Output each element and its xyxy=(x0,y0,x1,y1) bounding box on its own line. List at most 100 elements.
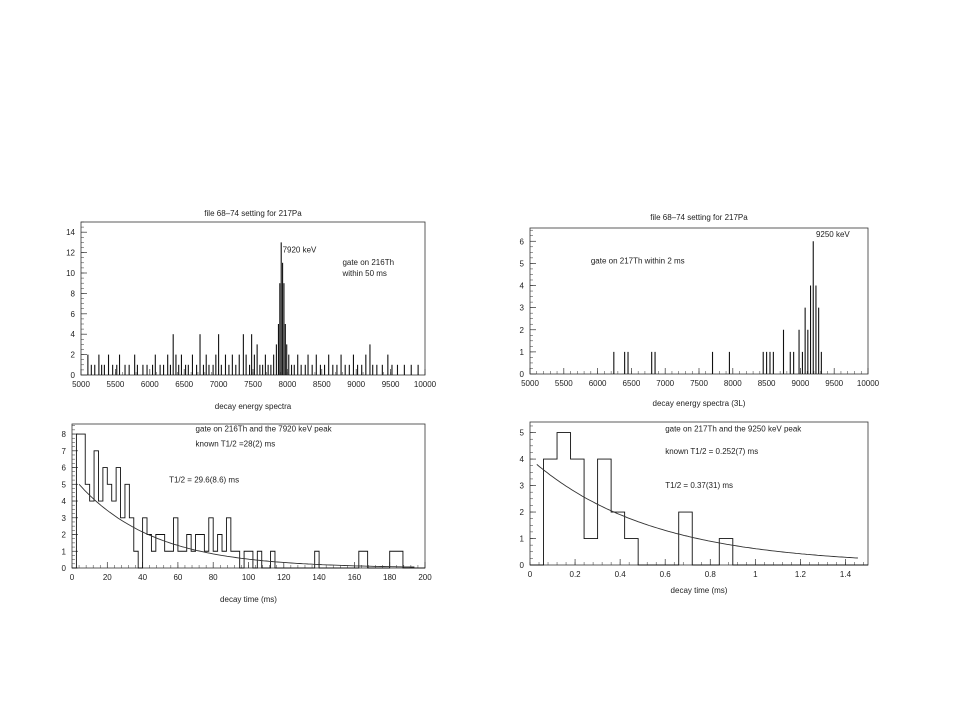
x-tick-label: 9000 xyxy=(792,379,810,388)
x-tick-label: 140 xyxy=(312,573,326,582)
x-tick-label: 7000 xyxy=(210,380,228,389)
x-tick-label: 20 xyxy=(103,573,112,582)
decay-time-217th-chart: 0 1 2 3 4 5 0 0.2 0.4 0.6 0.8 1 1.2 1.4 decay time (ms… xyxy=(520,421,869,595)
x-tick-label: 0 xyxy=(528,570,533,579)
y-tick-label: 2 xyxy=(62,531,67,540)
x-tick-label: 6500 xyxy=(175,380,193,389)
y-tick-label: 0 xyxy=(71,371,76,380)
annotation-text: within 50 ms xyxy=(341,269,386,278)
chart-title: file 68–74 setting for 217Pa xyxy=(204,209,302,218)
y-tick-label: 5 xyxy=(62,480,67,489)
x-tick-label: 5000 xyxy=(72,380,90,389)
x-tick-label: 0.2 xyxy=(570,570,582,579)
x-tick-label: 1.2 xyxy=(795,570,807,579)
plot-frame xyxy=(529,421,869,566)
y-tick-label: 1 xyxy=(520,348,525,357)
y-tick-label: 7 xyxy=(62,447,67,456)
fit-curve xyxy=(78,483,415,568)
x-tick-label: 180 xyxy=(383,573,397,582)
x-axis-label: decay energy spectra xyxy=(215,402,292,411)
y-tick-label: 0 xyxy=(62,564,67,573)
y-tick-label: 3 xyxy=(62,514,67,523)
x-tick-label: 200 xyxy=(418,573,432,582)
x-tick-label: 10000 xyxy=(857,379,880,388)
x-tick-label: 120 xyxy=(277,573,291,582)
y-tick-label: 5 xyxy=(520,429,525,438)
x-tick-label: 6000 xyxy=(589,379,607,388)
y-tick-label: 1 xyxy=(62,547,67,556)
x-tick-label: 60 xyxy=(173,573,182,582)
annotation-text: 9250 keV xyxy=(816,230,850,239)
y-tick-label: 4 xyxy=(520,455,525,464)
x-tick-label: 9500 xyxy=(382,380,400,389)
y-tick-label: 10 xyxy=(66,269,75,278)
x-tick-label: 0 xyxy=(70,573,75,582)
annotation-text: gate on 217Th within 2 ms xyxy=(591,256,685,265)
x-tick-label: 5500 xyxy=(555,379,573,388)
x-tick-label: 9000 xyxy=(347,380,365,389)
x-tick-label: 0.8 xyxy=(705,570,717,579)
x-tick-label: 7500 xyxy=(244,380,262,389)
histogram-series xyxy=(530,432,868,566)
x-tick-label: 8000 xyxy=(279,380,297,389)
y-tick-label: 1 xyxy=(520,535,525,544)
x-tick-label: 100 xyxy=(242,573,256,582)
y-tick-label: 0 xyxy=(520,561,525,570)
energy-spectrum-216th-chart: file 68–74 setting for 217Pa 0 2 4 6 8 10 12 14 5… xyxy=(66,209,437,411)
annotation-text: 7920 keV xyxy=(283,246,317,255)
annotation-text: gate on 217Th and the 9250 keV peak xyxy=(665,424,802,433)
x-tick-label: 0.6 xyxy=(660,570,672,579)
y-tick-label: 3 xyxy=(520,482,525,491)
chart-title: file 68–74 setting for 217Pa xyxy=(650,213,748,222)
y-tick-label: 12 xyxy=(66,249,75,258)
x-tick-label: 40 xyxy=(138,573,147,582)
y-tick-label: 2 xyxy=(520,326,525,335)
x-tick-label: 80 xyxy=(209,573,218,582)
y-tick-label: 2 xyxy=(520,508,525,517)
y-tick-label: 6 xyxy=(71,310,76,319)
x-tick-label: 7000 xyxy=(656,379,674,388)
x-tick-label: 1 xyxy=(753,570,758,579)
histogram-series xyxy=(72,433,425,569)
annotation-text: gate on 216Th xyxy=(342,258,394,267)
x-tick-label: 160 xyxy=(348,573,362,582)
y-tick-label: 3 xyxy=(520,304,525,313)
annotation-text: T1/2 = 29.6(8.6) ms xyxy=(169,476,239,485)
x-tick-label: 6000 xyxy=(141,380,159,389)
x-tick-label: 8000 xyxy=(724,379,742,388)
y-tick-label: 5 xyxy=(520,259,525,268)
x-tick-label: 5000 xyxy=(521,379,539,388)
x-axis-label: decay time (ms) xyxy=(220,595,277,604)
x-tick-label: 5500 xyxy=(107,380,125,389)
y-tick-label: 14 xyxy=(66,228,75,237)
x-tick-label: 8500 xyxy=(313,380,331,389)
y-tick-label: 4 xyxy=(520,282,525,291)
y-tick-label: 4 xyxy=(62,497,67,506)
x-tick-label: 6500 xyxy=(623,379,641,388)
x-tick-label: 0.4 xyxy=(615,570,627,579)
annotation-text: gate on 216Th and the 7920 keV peak xyxy=(196,425,333,434)
y-tick-label: 6 xyxy=(520,237,525,246)
x-axis-label: decay time (ms) xyxy=(671,586,728,595)
y-tick-label: 8 xyxy=(71,289,76,298)
y-tick-label: 8 xyxy=(62,430,67,439)
plot-frame xyxy=(529,227,869,375)
y-tick-label: 6 xyxy=(62,464,67,473)
annotation-text: known T1/2 =28(2) ms xyxy=(196,440,276,449)
x-tick-label: 1.4 xyxy=(840,570,852,579)
x-tick-label: 8500 xyxy=(758,379,776,388)
fit-curve xyxy=(536,464,858,559)
annotation-text: T1/2 = 0.37(31) ms xyxy=(665,481,733,490)
plot-frame xyxy=(80,221,426,376)
y-tick-label: 4 xyxy=(71,330,76,339)
y-tick-label: 2 xyxy=(71,351,76,360)
x-axis-label: decay energy spectra (3L) xyxy=(653,399,746,408)
x-tick-label: 7500 xyxy=(690,379,708,388)
energy-spectrum-217th-chart: file 68–74 setting for 217Pa 0 1 2 3 4 5 6 5000 5… xyxy=(520,213,880,408)
x-tick-label: 10000 xyxy=(414,380,437,389)
x-tick-label: 9500 xyxy=(825,379,843,388)
y-tick-label: 0 xyxy=(520,370,525,379)
annotation-text: known T1/2 = 0.252(7) ms xyxy=(665,447,758,456)
